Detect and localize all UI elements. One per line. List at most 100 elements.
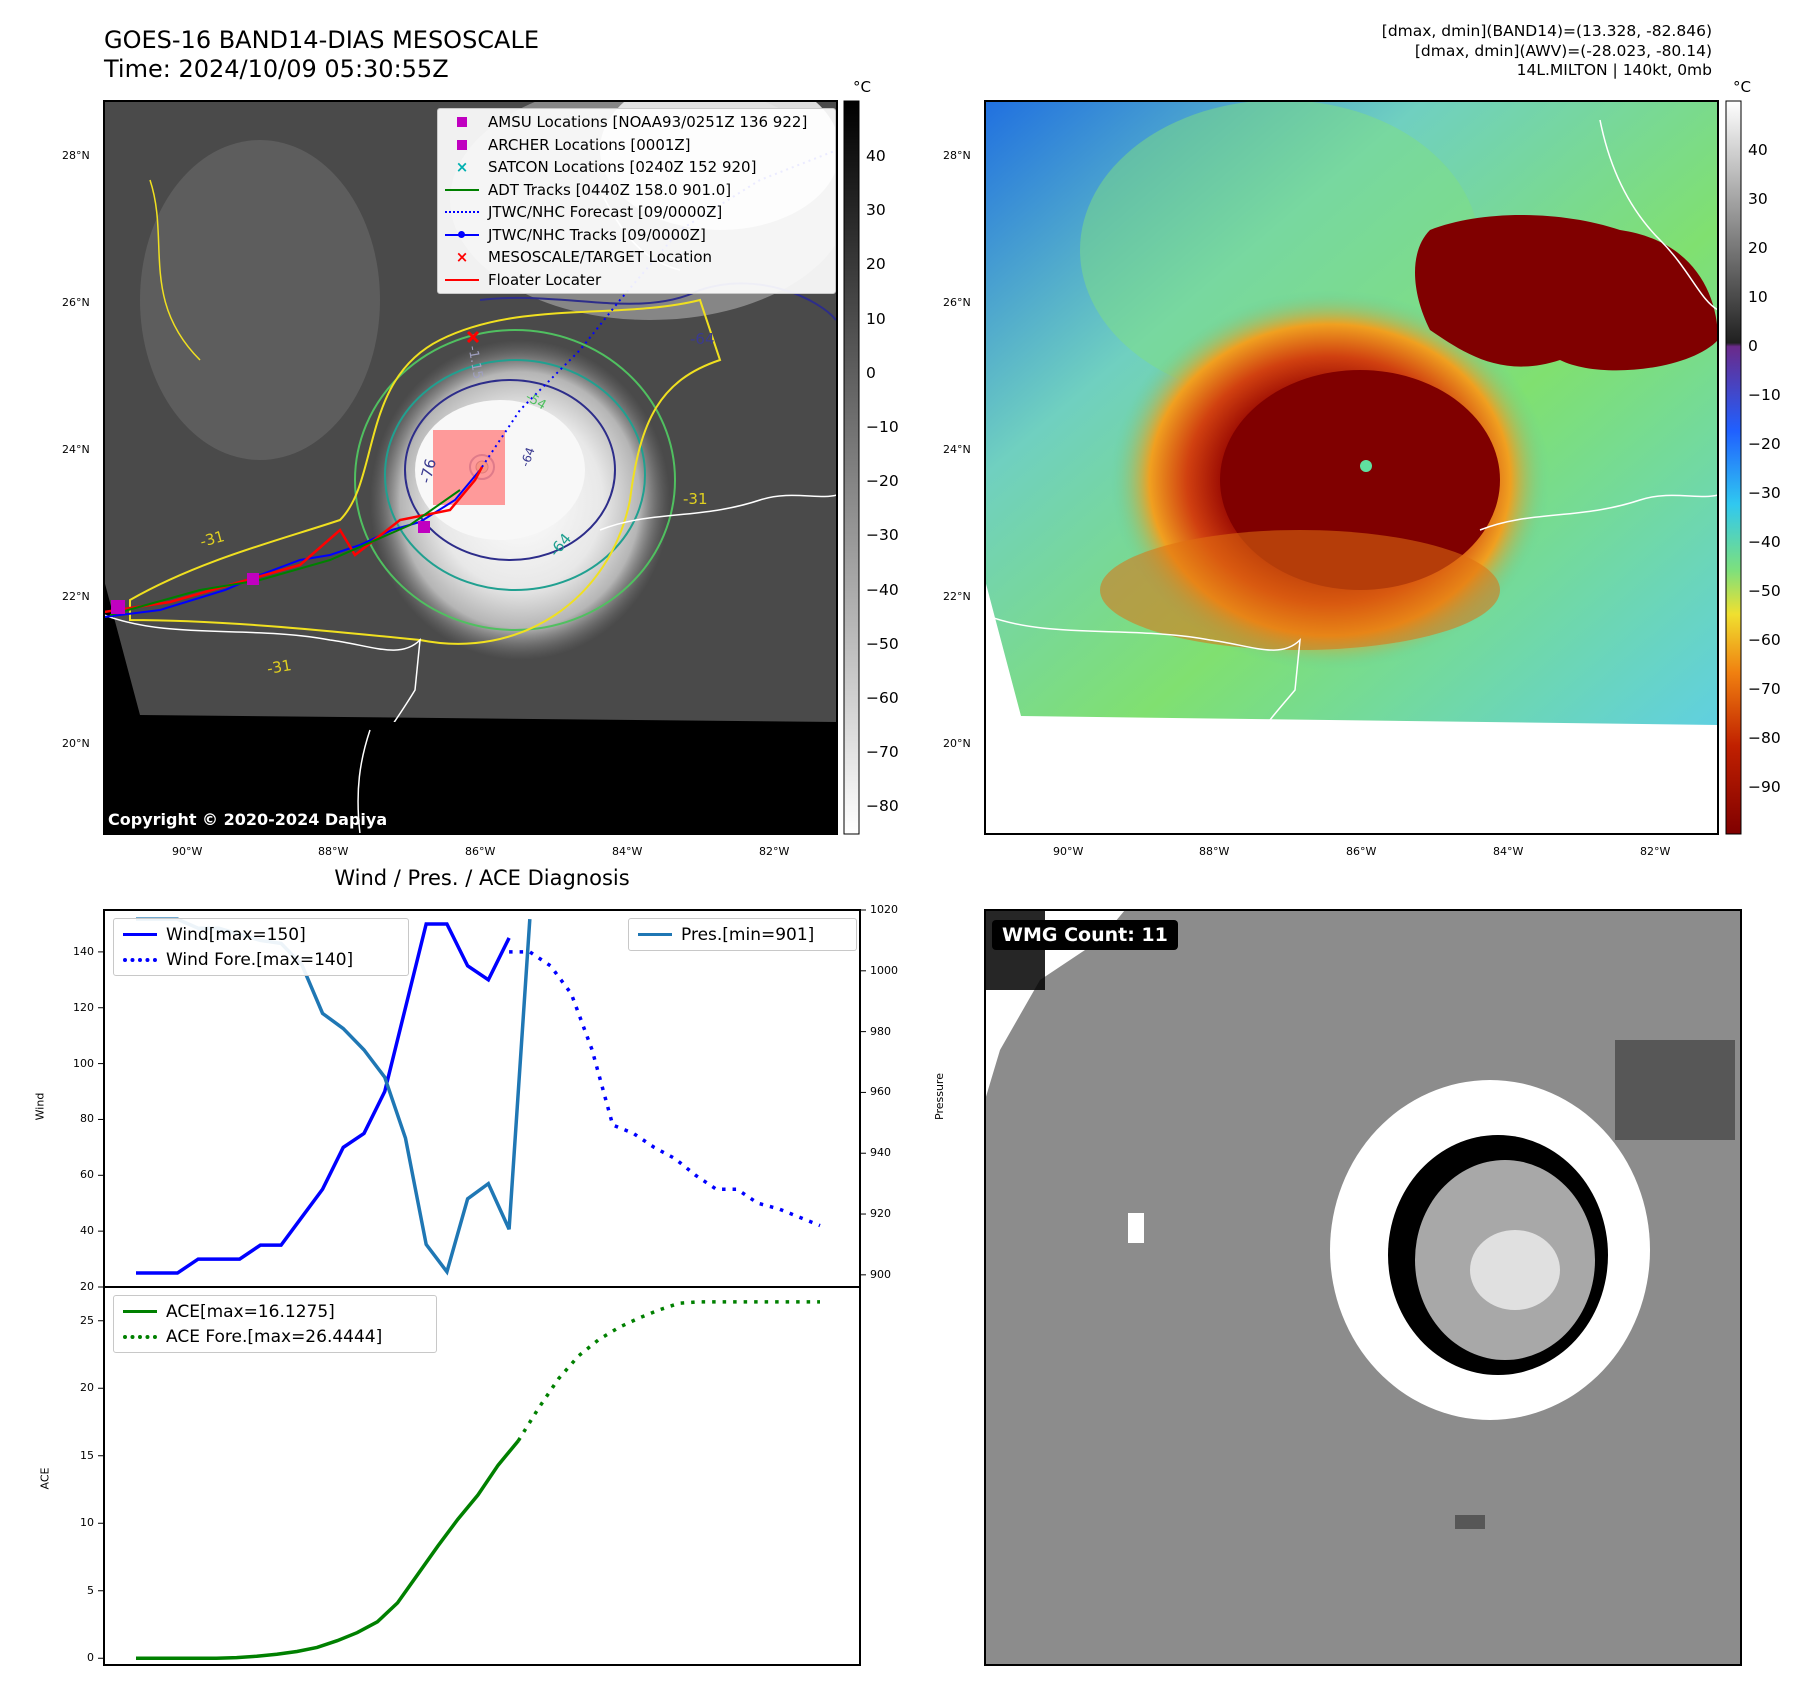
legend-satcon-label: SATCON Locations [0240Z 152 920] <box>488 158 757 177</box>
wmg-count-badge: WMG Count: 11 <box>992 920 1178 950</box>
storm-info: 14L.MILTON | 140kt, 0mb <box>1516 61 1712 79</box>
wind-ytick-label: 60 <box>80 1168 94 1182</box>
series-line-1 <box>509 950 821 1228</box>
legend-wind-fore-label: Wind Fore.[max=140] <box>166 949 354 970</box>
red-line-icon <box>442 272 482 288</box>
colorbar-left-tick: 0 <box>866 363 876 382</box>
colorbar-left-tick: −10 <box>866 418 899 436</box>
ace-ytick-label: 10 <box>80 1516 94 1530</box>
stats-awv: [dmax, dmin](AWV)=(-28.023, -80.14) <box>1414 41 1712 60</box>
cyan-x-icon: × <box>455 158 469 177</box>
legend-pressure: Pres.[min=901] <box>635 922 850 947</box>
legend-target: × MESOSCALE/TARGET Location <box>442 246 831 269</box>
colorbar-right-tick: 10 <box>1748 288 1768 306</box>
colorbar-left-unit: °C <box>853 78 871 96</box>
colorbar-left-tick: −60 <box>866 689 899 707</box>
colorbar-gray <box>843 100 860 835</box>
wind-axis-label: Wind <box>33 1092 47 1121</box>
pressure-ytick-label: 960 <box>870 1085 891 1099</box>
figure-title: GOES-16 BAND14-DIAS MESOSCALE Time: 2024… <box>104 26 539 84</box>
colorbar-right-tick: 0 <box>1748 337 1758 355</box>
ace-legend: ACE[max=16.1275] ACE Fore.[max=26.4444] <box>113 1295 437 1353</box>
wind-chart-title: Wind / Pres. / ACE Diagnosis <box>334 866 630 890</box>
blue-line-icon <box>120 927 160 943</box>
legend-archer-label: ARCHER Locations [0001Z] <box>488 135 691 154</box>
colorbar-right-tick: 20 <box>1748 239 1768 257</box>
lon-label-86-right: 86°W <box>1346 845 1377 858</box>
wind-legend: Wind[max=150] Wind Fore.[max=140] <box>113 918 409 976</box>
lon-label-82-right: 82°W <box>1640 845 1671 858</box>
pressure-ytick-label: 940 <box>870 1146 891 1160</box>
ace-axis-label: ACE <box>38 1467 52 1490</box>
wmg-frame <box>984 909 1742 1666</box>
blue-dotted-line-icon <box>442 204 482 220</box>
lon-label-90-left: 90°W <box>172 845 203 858</box>
colorbar-left-tick: 30 <box>866 201 886 220</box>
color-map <box>985 101 1718 834</box>
green-dotted-line-icon <box>120 1329 160 1345</box>
pressure-ytick-label: 1020 <box>870 903 898 916</box>
legend-floater: Floater Locater <box>442 269 831 292</box>
copyright: Copyright © 2020-2024 Dapiya <box>108 810 388 829</box>
color-map-frame <box>984 100 1719 835</box>
legend-ace-label: ACE[max=16.1275] <box>166 1301 335 1322</box>
lon-label-82-left: 82°W <box>759 845 790 858</box>
green-line-icon <box>442 182 482 198</box>
legend-wind: Wind[max=150] <box>120 922 402 947</box>
lon-label-86-left: 86°W <box>465 845 496 858</box>
colorbar-left-tick: −50 <box>866 634 899 653</box>
lat-label-22-left: 22°N <box>62 590 90 603</box>
lat-label-28-left: 28°N <box>62 149 90 162</box>
legend-amsu-label: AMSU Locations [NOAA93/0251Z 136 922] <box>488 113 808 132</box>
ir-map-frame <box>103 100 838 835</box>
blue-dotted-line-icon <box>120 952 160 968</box>
stats-header: [dmax, dmin](BAND14)=(13.328, -82.846) [… <box>1382 22 1712 81</box>
pressure-legend: Pres.[min=901] <box>628 918 857 951</box>
colorbar-right-tick: −60 <box>1748 631 1781 649</box>
legend-ace: ACE[max=16.1275] <box>120 1299 430 1324</box>
pressure-ytick-label: 980 <box>870 1024 891 1038</box>
colorbar-left-tick: −20 <box>866 472 899 491</box>
lat-label-26-right: 26°N <box>943 296 971 309</box>
ace-chart-layer <box>98 1300 820 1660</box>
wmg-panel <box>985 910 1741 1665</box>
colorbar-right-tick: −50 <box>1748 582 1781 600</box>
lon-label-90-right: 90°W <box>1053 845 1084 858</box>
legend-archer: ARCHER Locations [0001Z] <box>442 134 831 157</box>
pressure-axis-label: Pressure <box>932 1073 946 1120</box>
lat-label-22-right: 22°N <box>943 590 971 603</box>
legend-amsu: AMSU Locations [NOAA93/0251Z 136 922] <box>442 111 831 134</box>
stats-band14: [dmax, dmin](BAND14)=(13.328, -82.846) <box>1381 22 1712 40</box>
wind-ytick-label: 20 <box>80 1280 94 1293</box>
colorbar-right-tick: 30 <box>1748 190 1768 208</box>
title-line-1: GOES-16 BAND14-DIAS MESOSCALE <box>104 26 540 54</box>
lon-label-88-right: 88°W <box>1199 845 1230 858</box>
magenta-square-icon <box>442 137 482 153</box>
colorbar-right-tick: −90 <box>1748 778 1781 796</box>
wind-ytick-label: 80 <box>80 1112 94 1126</box>
wind-ytick-label: 120 <box>73 1000 94 1014</box>
colorbar-right-unit: °C <box>1733 78 1751 96</box>
legend-pressure-label: Pres.[min=901] <box>681 924 815 945</box>
legend-forecast-label: JTWC/NHC Forecast [09/0000Z] <box>488 203 723 222</box>
colorbar-right-tick: −40 <box>1748 533 1781 551</box>
legend-adt: ADT Tracks [0440Z 158.0 901.0] <box>442 179 831 202</box>
lat-label-20-left: 20°N <box>62 737 90 750</box>
legend-target-label: MESOSCALE/TARGET Location <box>488 248 713 267</box>
lat-label-24-left: 24°N <box>62 443 90 456</box>
colorbar-right-tick: −30 <box>1748 484 1781 502</box>
colorbar-left-tick: −30 <box>866 526 899 545</box>
ace-ytick-label: 5 <box>87 1583 94 1597</box>
ace-ytick-label: 25 <box>80 1313 94 1327</box>
green-line-icon <box>120 1304 160 1320</box>
legend-forecast: JTWC/NHC Forecast [09/0000Z] <box>442 201 831 224</box>
pressure-ytick-label: 1000 <box>870 963 898 977</box>
legend-adt-label: ADT Tracks [0440Z 158.0 901.0] <box>488 180 732 199</box>
lon-label-84-left: 84°W <box>612 845 643 858</box>
title-line-2: Time: 2024/10/09 05:30:55Z <box>104 55 449 83</box>
colorbar-right-tick: −10 <box>1748 386 1781 404</box>
steelblue-line-icon <box>635 927 675 943</box>
map-legend: AMSU Locations [NOAA93/0251Z 136 922] AR… <box>437 108 836 294</box>
legend-tracks: JTWC/NHC Tracks [09/0000Z] <box>442 224 831 247</box>
